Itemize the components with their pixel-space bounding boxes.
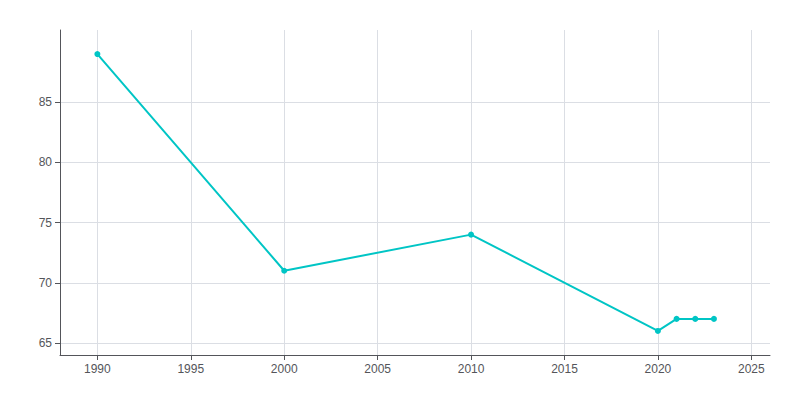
svg-text:1995: 1995	[177, 362, 204, 376]
svg-text:70: 70	[39, 276, 53, 290]
svg-text:85: 85	[39, 95, 53, 109]
svg-text:2015: 2015	[551, 362, 578, 376]
svg-text:1990: 1990	[84, 362, 111, 376]
svg-text:65: 65	[39, 336, 53, 350]
svg-text:80: 80	[39, 155, 53, 169]
svg-text:75: 75	[39, 216, 53, 230]
svg-text:2020: 2020	[645, 362, 672, 376]
svg-text:2005: 2005	[364, 362, 391, 376]
svg-text:2025: 2025	[738, 362, 765, 376]
svg-text:2000: 2000	[271, 362, 298, 376]
svg-text:2010: 2010	[458, 362, 485, 376]
